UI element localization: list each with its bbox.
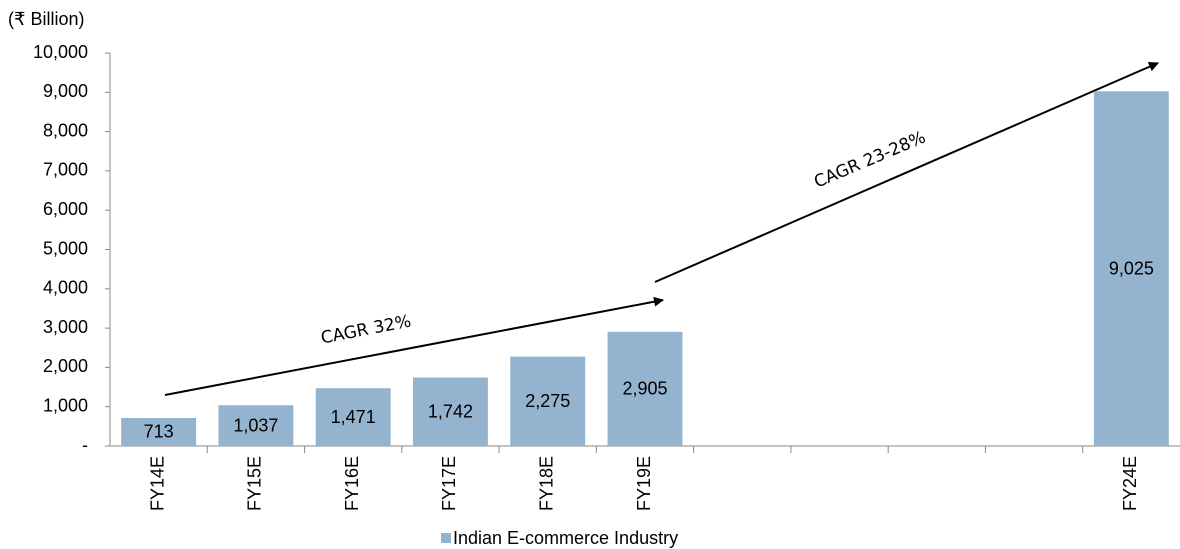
bar <box>413 377 488 446</box>
value-label: 1,742 <box>428 402 473 422</box>
value-label: 1,471 <box>331 407 376 427</box>
y-tick-label: 3,000 <box>43 317 88 337</box>
legend-label: Indian E-commerce Industry <box>453 528 678 548</box>
annotation: CAGR 23-28% <box>811 128 928 193</box>
annotation: CAGR 32% <box>319 311 413 348</box>
value-label: 9,025 <box>1109 258 1154 278</box>
bar <box>218 405 294 446</box>
bar <box>607 331 683 446</box>
y-tick-label: 9,000 <box>43 81 88 101</box>
value-label: 713 <box>144 422 174 442</box>
y-tick-label: 4,000 <box>43 278 88 298</box>
bar <box>1093 91 1169 446</box>
bar <box>510 356 586 446</box>
x-tick-label: FY18E <box>536 456 556 511</box>
y-tick-label: 10,000 <box>33 42 88 62</box>
legend-swatch <box>441 533 451 543</box>
value-label: 1,037 <box>233 415 278 435</box>
y-tick-label: 7,000 <box>43 160 88 180</box>
y-tick-label: 8,000 <box>43 120 88 140</box>
bar <box>121 417 197 446</box>
chart-title: (₹ Billion) <box>8 9 84 29</box>
x-tick-label: FY14E <box>147 456 167 511</box>
y-tick-label: 2,000 <box>43 356 88 376</box>
x-tick-label: FY24E <box>1120 456 1140 511</box>
value-label: 2,275 <box>525 391 570 411</box>
y-tick-label: 5,000 <box>43 238 88 258</box>
y-tick-label: 6,000 <box>43 199 88 219</box>
x-tick-label: FY16E <box>342 456 362 511</box>
bar <box>315 388 391 446</box>
x-tick-label: FY15E <box>245 456 265 511</box>
y-tick-label: - <box>82 435 88 455</box>
x-tick-label: FY19E <box>634 456 654 511</box>
x-tick-label: FY17E <box>439 456 459 511</box>
arrow <box>164 296 664 396</box>
value-label: 2,905 <box>622 379 667 399</box>
y-tick-label: 1,000 <box>43 395 88 415</box>
arrow <box>654 62 1159 283</box>
